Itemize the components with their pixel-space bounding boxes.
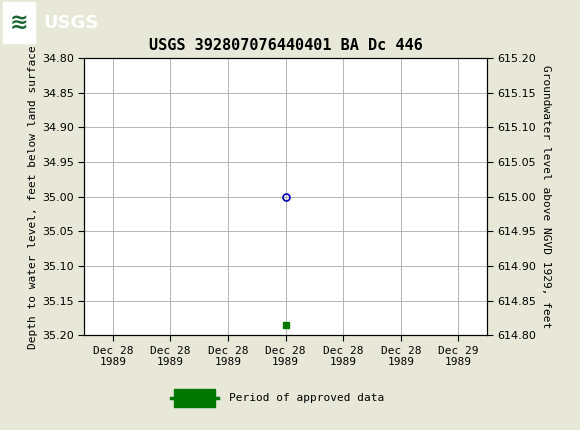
Bar <box>174 389 215 407</box>
Text: Period of approved data: Period of approved data <box>229 393 385 403</box>
Y-axis label: Depth to water level, feet below land surface: Depth to water level, feet below land su… <box>28 45 38 349</box>
FancyBboxPatch shape <box>3 2 35 43</box>
Text: ≋: ≋ <box>9 12 28 33</box>
Y-axis label: Groundwater level above NGVD 1929, feet: Groundwater level above NGVD 1929, feet <box>541 65 550 329</box>
Text: USGS: USGS <box>44 14 99 31</box>
Title: USGS 392807076440401 BA Dc 446: USGS 392807076440401 BA Dc 446 <box>149 38 422 53</box>
